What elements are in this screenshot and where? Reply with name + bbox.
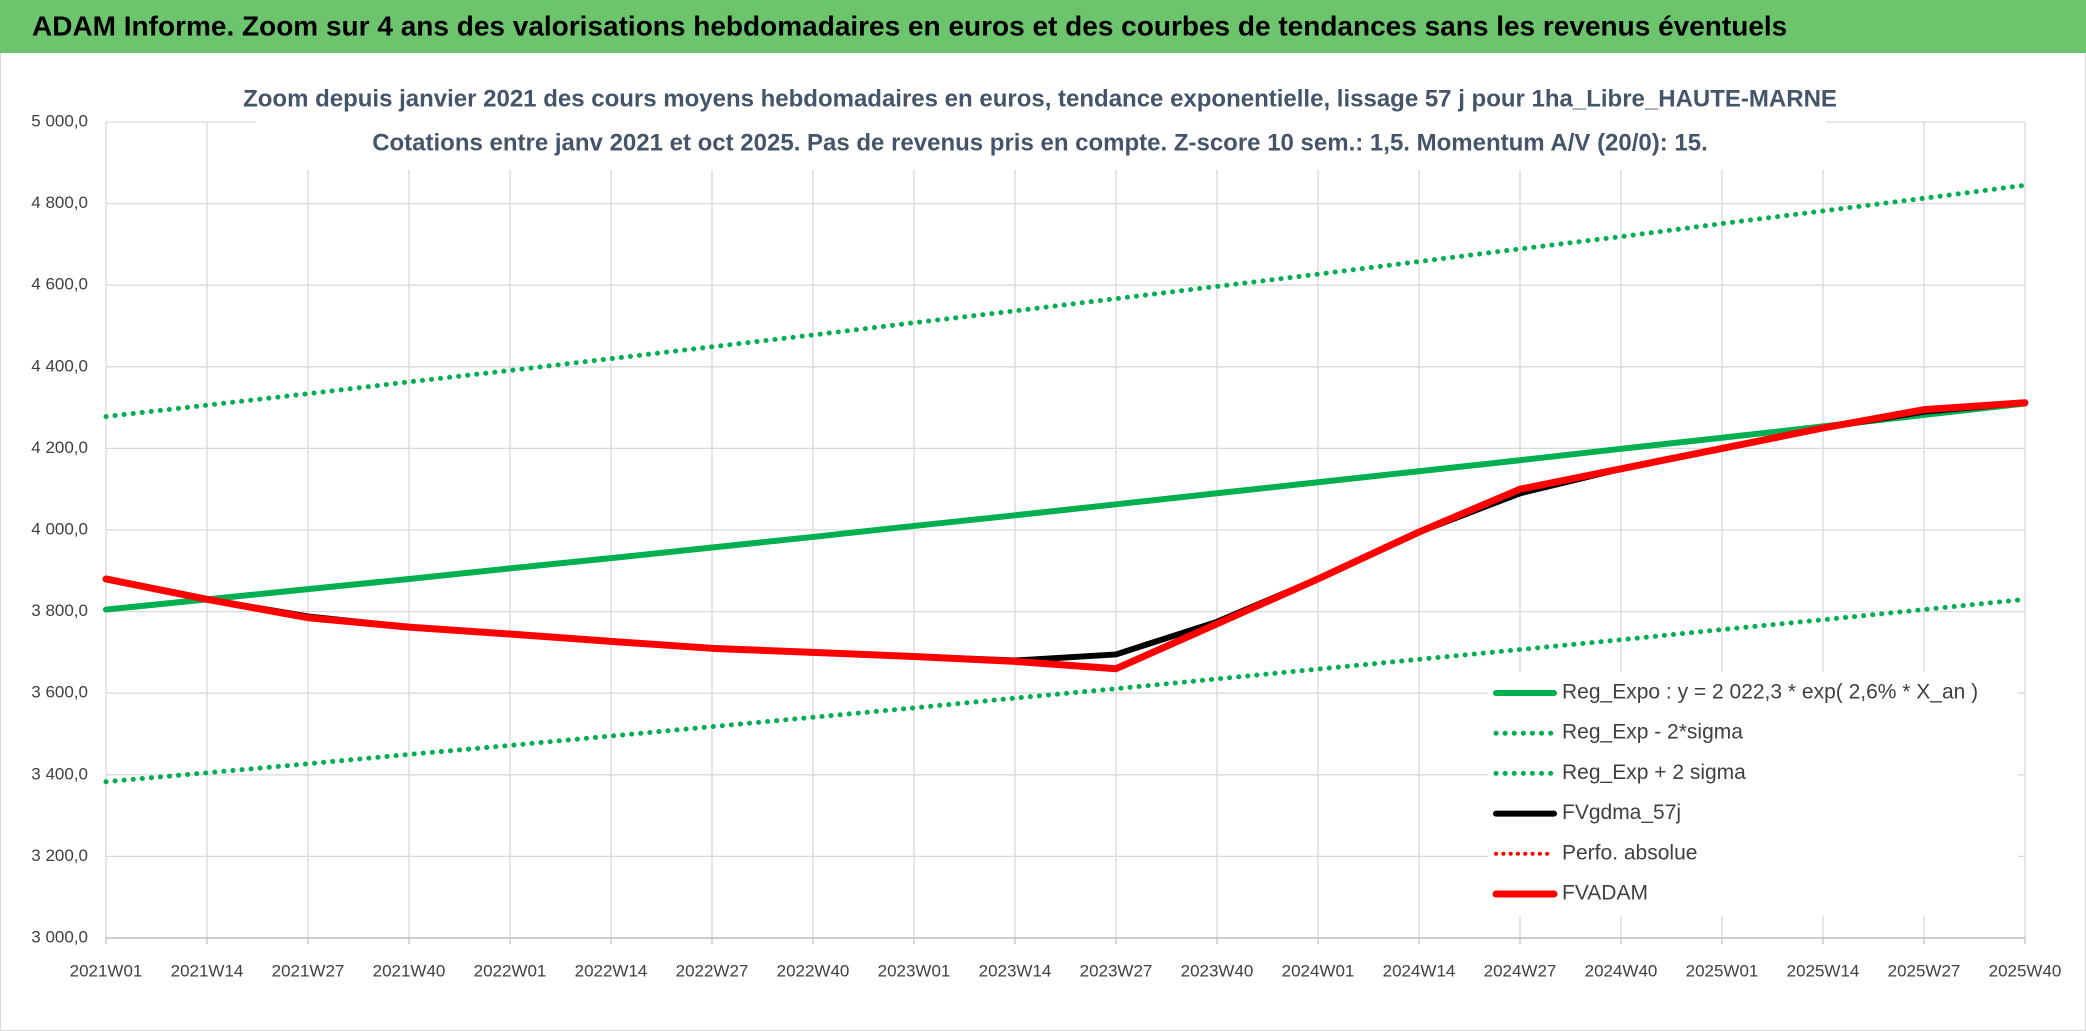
series-line [102,399,2029,673]
chart-title: Zoom depuis janvier 2021 des cours moyen… [243,85,1837,112]
legend-label: Perfo. absolue [1562,841,1697,864]
y-tick-label: 5 000,0 [31,111,88,130]
y-tick-label: 4 800,0 [31,193,88,212]
x-tick-label: 2022W14 [575,961,648,980]
x-tick-label: 2021W40 [373,961,446,980]
y-tick-label: 3 400,0 [31,764,88,783]
y-tick-label: 3 800,0 [31,601,88,620]
legend: Reg_Expo : y = 2 022,3 * exp( 2,6% * X_a… [1492,681,1978,905]
x-tick-label: 2022W01 [474,961,547,980]
legend-background [1488,672,2018,916]
legend-label: Reg_Exp + 2 sigma [1562,761,1746,784]
x-tick-label: 2024W40 [1585,961,1658,980]
x-tick-label: 2021W27 [272,961,345,980]
x-tick-label: 2021W14 [171,961,244,980]
page-title: ADAM Informe. Zoom sur 4 ans des valoris… [32,10,1787,41]
x-tick-label: 2023W27 [1080,961,1153,980]
x-tick-label: 2024W01 [1282,961,1355,980]
x-tick-label: 2021W01 [70,961,143,980]
x-tick-label: 2023W01 [878,961,951,980]
series-line [103,182,2028,420]
x-tick-label: 2024W14 [1383,961,1456,980]
legend-label: Reg_Expo : y = 2 022,3 * exp( 2,6% * X_a… [1562,681,1978,704]
x-tick-label: 2024W27 [1484,961,1557,980]
x-tick-label: 2025W01 [1686,961,1759,980]
lines [102,182,2029,785]
x-tick-label: 2023W40 [1181,961,1254,980]
x-tick-label: 2025W40 [1989,961,2062,980]
x-tick-label: 2023W14 [979,961,1052,980]
y-tick-label: 4 000,0 [31,519,88,538]
legend-label: FVgdma_57j [1562,801,1681,824]
y-tick-label: 4 400,0 [31,356,88,375]
x-tick-label: 2022W40 [777,961,850,980]
x-tick-label: 2025W27 [1888,961,1961,980]
chart-subtitle: Cotations entre janv 2021 et oct 2025. P… [372,129,1708,156]
title-bar [0,0,2086,53]
x-tick-label: 2022W27 [676,961,749,980]
series-line [103,400,2028,613]
y-tick-label: 3 600,0 [31,683,88,702]
y-tick-label: 4 600,0 [31,275,88,294]
legend-label: Reg_Exp - 2*sigma [1562,721,1743,744]
y-tick-label: 3 200,0 [31,846,88,865]
y-tick-label: 3 000,0 [31,927,88,946]
series-line [103,596,2028,785]
title-background [256,78,1826,170]
x-tick-label: 2025W14 [1787,961,1860,980]
legend-label: FVADAM [1562,882,1648,905]
y-tick-label: 4 200,0 [31,438,88,457]
